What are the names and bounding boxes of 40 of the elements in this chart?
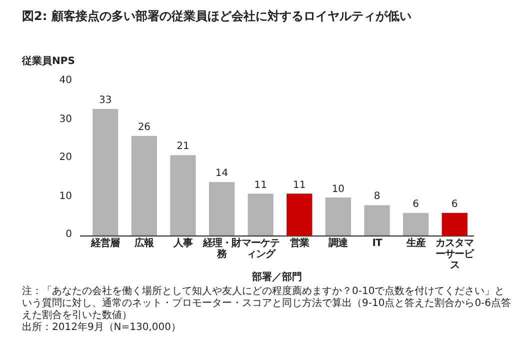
x-tick-label: 営業 <box>288 238 310 249</box>
bar <box>208 182 235 236</box>
y-tick-label: 40 <box>58 75 72 86</box>
x-tick-label: マーケティング <box>241 238 280 260</box>
data-label: 6 <box>412 198 420 210</box>
bar <box>325 198 352 236</box>
bar <box>402 212 429 236</box>
x-tick-label: 経営層 <box>90 238 121 249</box>
y-tick-label: 30 <box>58 114 72 124</box>
bar <box>92 108 118 236</box>
data-label: 33 <box>98 94 113 106</box>
bar <box>442 212 468 236</box>
bar <box>286 194 312 236</box>
data-label: 6 <box>450 198 459 210</box>
x-tick-label: 広報 <box>134 238 155 249</box>
x-tick-label: IT <box>371 238 384 249</box>
y-axis-title: 従業員NPS <box>22 54 75 68</box>
y-tick-label: 10 <box>58 190 72 202</box>
chart-title: 図2: 顧客接点の多い部署の従業員ほど会社に対するロイヤルティが低い <box>22 8 412 25</box>
bar <box>364 205 390 236</box>
data-label: 11 <box>253 180 268 191</box>
data-label: 21 <box>176 141 190 152</box>
x-tick-label: 経理・財務 <box>202 238 242 260</box>
x-tick-label: 生産 <box>405 238 427 249</box>
data-label: 10 <box>330 184 346 194</box>
data-label: 11 <box>292 180 307 191</box>
bar <box>131 136 158 236</box>
data-label: 8 <box>372 191 382 202</box>
y-tick-label: 0 <box>64 229 72 240</box>
text: 注：「あなたの会社を働く場所として知人や友人にどの程度薦めますか？0-10で点数を付けてください」という質問に対し、通常のネット・プロモーター・スコアと同じ方法で算出（9-10点と答えた割合から0-6点答えた割合を引いた数値） <box>22 286 512 322</box>
data-label: 14 <box>214 168 230 180</box>
bar <box>170 155 196 236</box>
x-tick-label: カスタマーサービス <box>435 238 474 271</box>
x-tick-label: 調達 <box>328 238 349 249</box>
data-label: 26 <box>136 122 152 133</box>
x-tick-label: 人事 <box>172 238 194 249</box>
x-axis-title: 部署／部門 <box>250 270 303 284</box>
y-tick-label: 20 <box>58 152 72 163</box>
bar <box>248 194 274 236</box>
text: 出所：2012年9月（N=130,000） <box>22 322 182 334</box>
